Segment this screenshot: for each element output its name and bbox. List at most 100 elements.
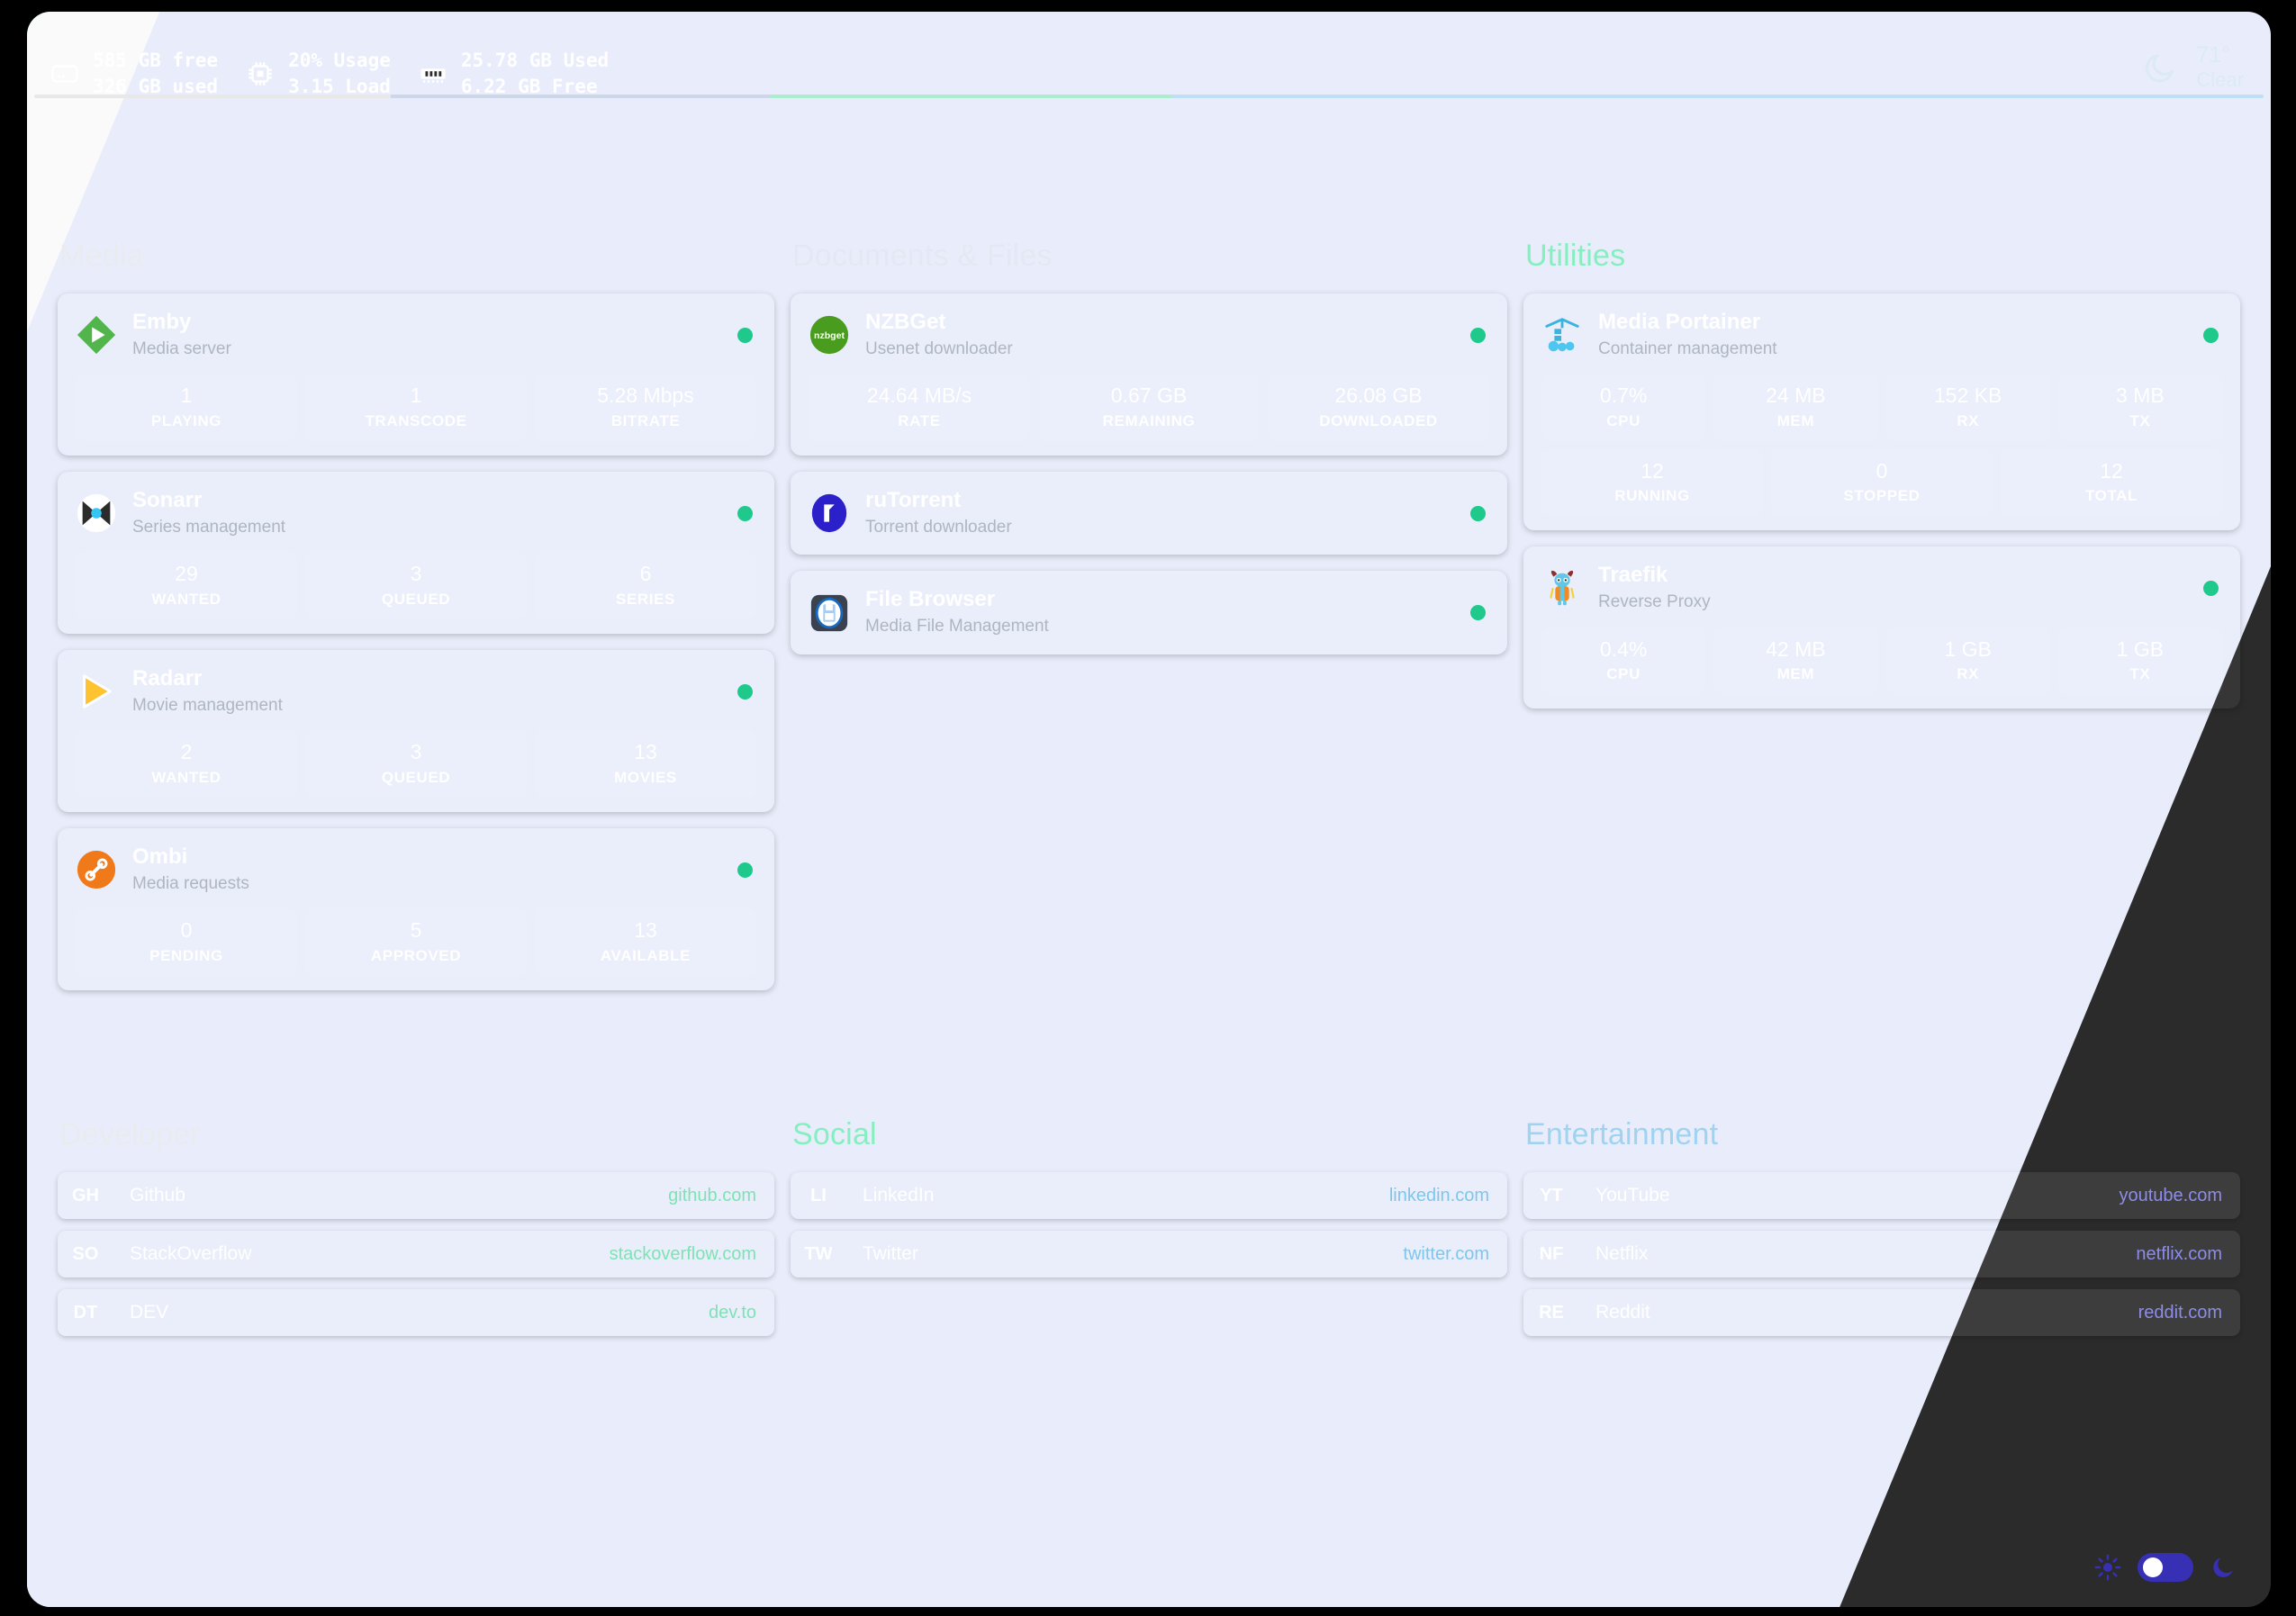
service-card-sonarr[interactable]: Sonarr Series management 29 WANTED (58, 471, 774, 634)
bookmark-url: stackoverflow.com (609, 1243, 756, 1264)
portainer-logo-icon (1541, 314, 1583, 356)
service-subtitle: Usenet downloader (865, 339, 1013, 358)
ram-icon (420, 68, 446, 83)
status-indicator-online (737, 683, 753, 700)
disk-stat-text: 585 GB free 326 GB used (93, 50, 219, 97)
stat-value: 24.64 MB/s (866, 384, 972, 408)
service-card-rutorrent[interactable]: ruTorrent Torrent downloader (791, 471, 1507, 555)
service-card-emby[interactable]: Emby Media server 1 PLAYING (58, 293, 774, 456)
service-card-media-portainer[interactable]: Media Portainer Container management 0.7… (1523, 293, 2240, 531)
stat-label: DOWNLOADED (1319, 411, 1438, 429)
bookmark-name: YouTube (1595, 1185, 1670, 1205)
stat-label: REMAINING (1102, 411, 1196, 429)
stat-chip: 3 MB TX (2057, 374, 2222, 441)
stat-label: TX (2129, 411, 2151, 429)
stat-label: AVAILABLE (600, 946, 692, 964)
filebrowser-logo-icon (809, 592, 850, 634)
bookmark-twitter[interactable]: TW Twitter twitter.com (791, 1231, 1507, 1277)
stat-value: 12 (1641, 458, 1664, 483)
bookmark-github[interactable]: GH Github github.com (58, 1172, 774, 1219)
stat-label: PENDING (149, 946, 223, 964)
service-card-ombi[interactable]: Ombi Media requests 0 PENDING (58, 827, 774, 990)
bookmark-name: LinkedIn (863, 1185, 935, 1205)
service-name: NZBGet (865, 310, 946, 334)
bookmark-url: reddit.com (2138, 1302, 2222, 1323)
stat-label: RX (1957, 411, 1980, 429)
stat-value: 24 MB (1766, 384, 1826, 408)
nzbget-logo-icon: nzbget (809, 314, 850, 356)
bookmark-dev[interactable]: DT DEV dev.to (58, 1289, 774, 1336)
service-card-radarr[interactable]: Radarr Movie management 2 WANTED (58, 649, 774, 812)
stat-label: RUNNING (1614, 487, 1690, 505)
sun-icon[interactable] (2094, 1554, 2121, 1581)
stat-value: 13 (634, 740, 657, 764)
stat-chip: 152 KB RX (1885, 374, 2050, 441)
stat-chip: 1 GB RX (1885, 627, 2050, 695)
stat-chip: 26.08 GB DOWNLOADED (1268, 374, 1489, 441)
service-card-file-browser[interactable]: File Browser Media File Management (791, 571, 1507, 655)
stat-chip: 1 TRANSCODE (305, 374, 527, 441)
moon-icon[interactable] (2210, 1554, 2237, 1581)
stat-label: TOTAL (2084, 487, 2138, 505)
stat-label: TX (2129, 665, 2151, 683)
theme-switch[interactable] (2138, 1553, 2193, 1582)
stat-chip: 24.64 MB/s RATE (809, 374, 1030, 441)
status-indicator-online (737, 505, 753, 521)
stat-value: 1 GB (2116, 636, 2165, 661)
bookmark-url: linkedin.com (1388, 1185, 1489, 1205)
stat-value: 29 (175, 562, 198, 586)
stat-value: 42 MB (1766, 636, 1826, 661)
service-name: Traefik (1598, 563, 1668, 588)
stat-label: MEM (1776, 665, 1815, 683)
bookmark-tag: LI (791, 1172, 846, 1219)
bookmark-tag: NF (1523, 1231, 1579, 1277)
rutorrent-logo-icon (809, 492, 850, 534)
stat-value: 0 (180, 918, 193, 943)
stat-chip: 6 SERIES (535, 552, 756, 619)
ram-stat: 25.78 GB Used 6.22 GB Free (418, 48, 609, 100)
bookmark-tag: TW (791, 1231, 846, 1277)
bookmark-reddit[interactable]: RE Reddit reddit.com (1523, 1289, 2240, 1336)
stat-label: TRANSCODE (365, 411, 467, 429)
dashboard-header: 585 GB free 326 GB used 20% Usage 3.15 L… (27, 12, 2271, 151)
weather-widget: 71° Clear (2142, 42, 2244, 92)
service-name: Radarr (132, 665, 203, 691)
stat-label: STOPPED (1843, 487, 1921, 505)
stat-chip: 12 TOTAL (2001, 448, 2222, 517)
stat-label: SERIES (616, 590, 675, 608)
stat-chip: 0 PENDING (76, 908, 297, 976)
weather-temperature: 71° (2196, 42, 2231, 68)
stat-label: WANTED (151, 590, 221, 608)
stat-chip: 3 QUEUED (305, 730, 527, 798)
status-indicator-online (1470, 505, 1486, 521)
status-indicator-online (2203, 327, 2219, 343)
stat-value: 3 (410, 562, 422, 586)
service-subtitle: Media server (132, 339, 231, 358)
section-utilities: Utilities (1523, 239, 2240, 1007)
stat-chip: 0.67 GB REMAINING (1038, 374, 1260, 441)
stat-value: 0.4% (1599, 636, 1648, 661)
stat-label: QUEUED (381, 768, 451, 786)
service-subtitle: Media File Management (865, 617, 1049, 636)
service-name: Sonarr (132, 487, 203, 512)
stat-chip: 12 RUNNING (1541, 448, 1763, 517)
theme-toggle[interactable] (2094, 1553, 2237, 1582)
stat-label: MOVIES (614, 768, 677, 786)
service-card-nzbget[interactable]: nzbget NZBGet Usenet downloader (791, 293, 1507, 456)
stat-value: 0 (1876, 458, 1888, 483)
status-indicator-online (1470, 605, 1486, 621)
bookmark-tag: GH (58, 1172, 113, 1219)
cpu-icon (249, 62, 272, 86)
status-indicator-online (2203, 581, 2219, 597)
bookmark-group-entertainment: Entertainment YT YouTube youtube.com NF (1523, 1117, 2240, 1348)
service-subtitle: Container management (1598, 339, 1777, 358)
stat-label: QUEUED (381, 590, 451, 608)
service-card-traefik[interactable]: Traefik Reverse Proxy 0.4% CPU (1523, 546, 2240, 709)
bookmark-linkedin[interactable]: LI LinkedIn linkedin.com (791, 1172, 1507, 1219)
stat-value: 3 MB (2116, 384, 2165, 408)
bookmark-url: github.com (668, 1185, 756, 1205)
bookmark-youtube[interactable]: YT YouTube youtube.com (1523, 1172, 2240, 1219)
bookmark-stackoverflow[interactable]: SO StackOverflow stackoverflow.com (58, 1231, 774, 1277)
stat-value: 12 (2100, 458, 2123, 483)
bookmark-netflix[interactable]: NF Netflix netflix.com (1523, 1231, 2240, 1277)
